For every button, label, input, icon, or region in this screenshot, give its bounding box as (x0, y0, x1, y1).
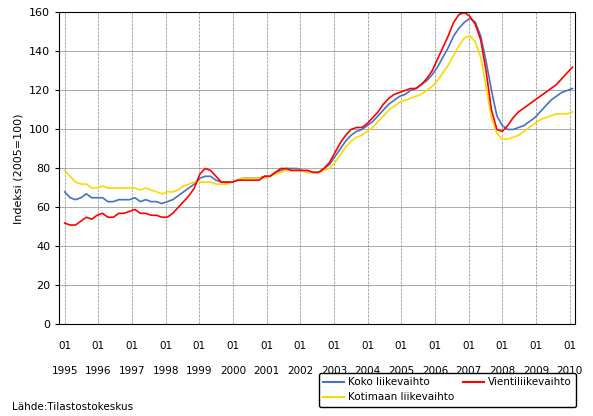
Text: 01: 01 (92, 341, 105, 351)
Vientiliikevaihto (88, 217, 95, 222)
Text: 2005: 2005 (388, 366, 415, 376)
Text: 2009: 2009 (523, 366, 549, 376)
Kotimaan liikevaihto (158, 191, 165, 196)
Vientiliikevaihto (445, 33, 452, 38)
Vientiliikevaihto (439, 45, 447, 50)
Koko liikevaihto (466, 16, 473, 21)
Kotimaan liikevaihto (412, 94, 419, 99)
Text: 2001: 2001 (254, 366, 280, 376)
Text: 01: 01 (496, 341, 509, 351)
Koko liikevaihto (439, 55, 447, 60)
Kotimaan liikevaihto (466, 33, 473, 38)
Text: 01: 01 (361, 341, 374, 351)
Koko liikevaihto (412, 86, 419, 91)
Text: 01: 01 (327, 341, 340, 351)
Y-axis label: Indeksi (2005=100): Indeksi (2005=100) (14, 113, 24, 224)
Text: 01: 01 (530, 341, 543, 351)
Text: 2006: 2006 (422, 366, 448, 376)
Koko liikevaihto (61, 189, 68, 194)
Line: Kotimaan liikevaihto: Kotimaan liikevaihto (65, 36, 572, 194)
Kotimaan liikevaihto (439, 70, 447, 75)
Line: Koko liikevaihto: Koko liikevaihto (65, 18, 572, 203)
Text: 1999: 1999 (186, 366, 213, 376)
Vientiliikevaihto (61, 220, 68, 225)
Vientiliikevaihto (569, 64, 576, 69)
Koko liikevaihto (569, 86, 576, 91)
Vientiliikevaihto (423, 76, 430, 81)
Kotimaan liikevaihto (61, 168, 68, 173)
Vientiliikevaihto (158, 215, 165, 220)
Text: 01: 01 (563, 341, 576, 351)
Koko liikevaihto (445, 45, 452, 50)
Text: 2010: 2010 (557, 366, 583, 376)
Kotimaan liikevaihto (445, 63, 452, 68)
Text: 1998: 1998 (152, 366, 179, 376)
Text: 01: 01 (159, 341, 172, 351)
Text: 01: 01 (227, 341, 240, 351)
Vientiliikevaihto (66, 223, 74, 228)
Text: 01: 01 (294, 341, 307, 351)
Text: 2002: 2002 (287, 366, 314, 376)
Text: 01: 01 (193, 341, 206, 351)
Text: 2007: 2007 (455, 366, 482, 376)
Text: 2003: 2003 (321, 366, 347, 376)
Vientiliikevaihto (461, 10, 468, 15)
Koko liikevaihto (153, 199, 160, 204)
Koko liikevaihto (83, 191, 90, 196)
Text: 2004: 2004 (355, 366, 381, 376)
Text: 01: 01 (462, 341, 475, 351)
Koko liikevaihto (423, 78, 430, 83)
Vientiliikevaihto (412, 86, 419, 91)
Text: 01: 01 (126, 341, 139, 351)
Text: 2008: 2008 (489, 366, 515, 376)
Text: 01: 01 (58, 341, 71, 351)
Text: 01: 01 (260, 341, 273, 351)
Line: Vientiliikevaihto: Vientiliikevaihto (65, 12, 572, 225)
Text: 01: 01 (429, 341, 442, 351)
Legend: Koko liikevaihto, Kotimaan liikevaihto, Vientiliikevaihto: Koko liikevaihto, Kotimaan liikevaihto, … (319, 373, 576, 406)
Kotimaan liikevaihto (153, 189, 160, 194)
Text: 01: 01 (395, 341, 408, 351)
Kotimaan liikevaihto (423, 88, 430, 93)
Text: 1997: 1997 (119, 366, 145, 376)
Text: 2000: 2000 (220, 366, 246, 376)
Kotimaan liikevaihto (83, 181, 90, 186)
Text: 1996: 1996 (85, 366, 111, 376)
Text: 1995: 1995 (52, 366, 78, 376)
Kotimaan liikevaihto (569, 109, 576, 114)
Koko liikevaihto (158, 201, 165, 206)
Text: Lähde:Tilastostokeskus: Lähde:Tilastostokeskus (12, 402, 133, 412)
